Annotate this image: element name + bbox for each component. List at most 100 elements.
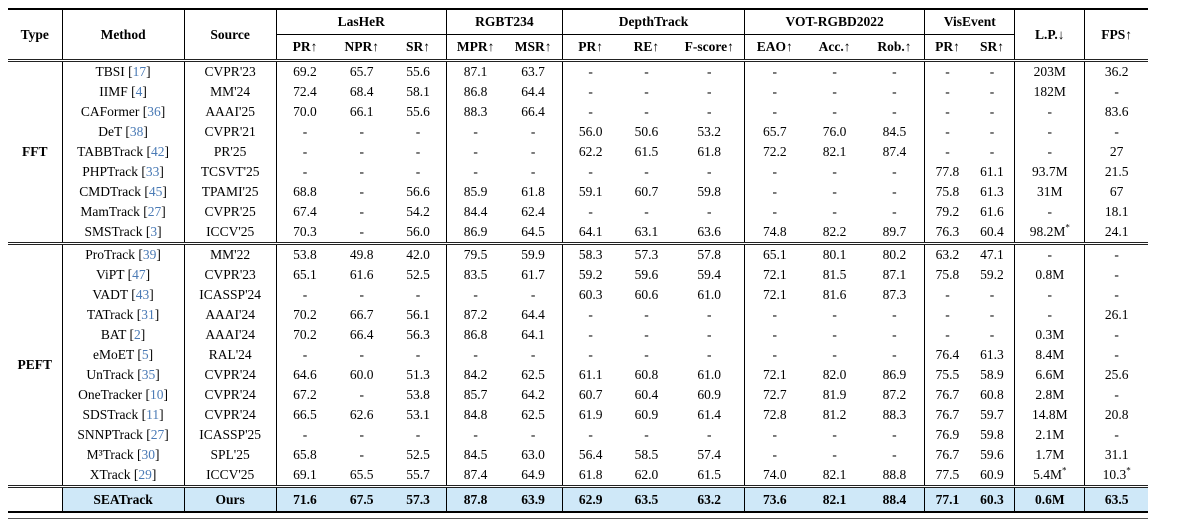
metric-cell: - — [644, 84, 649, 100]
metric-cell: - — [359, 164, 364, 180]
metric-cell: - — [445, 285, 505, 305]
metric-cell: 75.8 — [924, 265, 970, 285]
table-row: XTrack [29] ICCV'25 69.1 65.5 55.7 87.4 64.9 61… — [8, 465, 1148, 487]
metric-cell: 72.7 — [744, 385, 805, 405]
metric-cell: 76.3 — [924, 222, 970, 244]
lp-cell: 1.7M — [1014, 445, 1085, 465]
source-cell: CVPR'24 — [183, 385, 277, 405]
metric-cell: 64.1 — [561, 222, 619, 244]
method-cell: M³Track [30] — [61, 445, 185, 465]
source-cell: AAAI'24 — [183, 325, 277, 345]
citation-link[interactable]: 39 — [142, 247, 157, 263]
metric-cell: 76.4 — [924, 345, 970, 365]
metric-cell: 80.2 — [864, 242, 925, 265]
citation-link[interactable]: 17 — [132, 64, 147, 80]
citation-link[interactable]: 35 — [141, 367, 156, 383]
metric-cell: 56.4 — [561, 445, 619, 465]
metric-cell: 56.3 — [406, 327, 430, 343]
metric-cell: - — [644, 327, 649, 343]
table-row: M³Track [30] SPL'25 65.8 - 52.5 84.5 63.0 56.4 5… — [8, 445, 1148, 465]
metric-cell: 60.8 — [634, 367, 659, 383]
metric-cell: 77.1 — [924, 485, 970, 512]
citation-link[interactable]: 30 — [141, 447, 156, 463]
metric-cell: - — [561, 102, 619, 122]
metric-cell: - — [644, 347, 649, 363]
citation-link[interactable]: 4 — [135, 84, 143, 100]
metric-cell: - — [561, 162, 619, 182]
subcol-header: SR↑ — [969, 34, 1015, 62]
table-row: BAT [2] AAAI'24 70.2 66.4 56.3 86.8 64.1- - - - - -… — [8, 325, 1148, 345]
fps-cell: 83.6 — [1084, 102, 1148, 122]
metric-cell: 65.5 — [349, 467, 374, 483]
metric-cell: - — [989, 287, 995, 303]
metric-cell: - — [892, 307, 897, 323]
citation-link[interactable]: 5 — [141, 347, 149, 363]
group-header-4: VOT-RGBD2022 — [744, 9, 925, 35]
metric-cell: 58.5 — [634, 447, 659, 463]
fps-cell: - — [1084, 285, 1148, 305]
citation-link[interactable]: 33 — [145, 164, 160, 180]
citation-link[interactable]: 11 — [146, 407, 160, 423]
metric-cell: - — [706, 84, 712, 100]
metric-cell: 64.9 — [521, 467, 545, 483]
metric-cell: 64.2 — [521, 387, 545, 403]
metric-cell: 63.9 — [504, 485, 563, 512]
metric-cell: 59.2 — [561, 265, 619, 285]
metric-cell: 56.6 — [406, 184, 430, 200]
metric-cell: 56.0 — [561, 122, 619, 142]
subcol-header: PR↑ — [275, 34, 334, 62]
metric-cell: 82.1 — [804, 485, 865, 512]
subcol-header: F-score↑ — [674, 34, 745, 62]
source-cell: ICCV'25 — [183, 465, 277, 487]
metric-cell: - — [359, 204, 364, 220]
fps-cell: 36.2 — [1084, 60, 1148, 82]
fps-cell: - — [1084, 242, 1148, 265]
method-cell: SNNPTrack [27] — [61, 425, 185, 445]
metric-cell: 61.8 — [521, 184, 545, 200]
metric-cell: 65.7 — [349, 64, 374, 80]
citation-link[interactable]: 27 — [147, 204, 162, 220]
fps-cell: - — [1084, 325, 1148, 345]
citation-link[interactable]: 42 — [150, 144, 165, 160]
source-cell: TPAMI'25 — [183, 182, 277, 202]
metric-cell: - — [359, 224, 364, 240]
metric-cell: 80.1 — [804, 242, 865, 265]
citation-link[interactable]: 31 — [141, 307, 155, 323]
citation-link[interactable]: 36 — [147, 104, 161, 120]
metric-cell: - — [359, 287, 364, 303]
metric-cell: 61.1 — [980, 164, 1004, 180]
metric-cell: 88.3 — [882, 407, 907, 423]
fps-cell: - — [1084, 82, 1148, 102]
citation-link[interactable]: 43 — [135, 287, 150, 303]
citation-link[interactable]: 27 — [150, 427, 165, 443]
source-cell: AAAI'24 — [183, 305, 277, 325]
metric-cell: - — [359, 387, 364, 403]
metric-cell: 61.1 — [561, 365, 619, 385]
type-cell-empty — [8, 485, 63, 512]
metric-cell: 84.5 — [445, 445, 505, 465]
metric-cell: 77.8 — [924, 162, 970, 182]
citation-link[interactable]: 10 — [150, 387, 164, 403]
metric-cell: 64.6 — [275, 365, 334, 385]
table-row: TATrack [31] AAAI'24 70.2 66.7 56.1 87.2 64.4-… — [8, 305, 1148, 325]
citation-link[interactable]: 45 — [148, 184, 163, 200]
metric-cell: 66.4 — [349, 327, 374, 343]
metric-cell: 62.5 — [521, 367, 545, 383]
col-header-method: Method — [61, 9, 185, 62]
metric-cell: - — [706, 327, 712, 343]
source-cell: TCSVT'25 — [183, 162, 277, 182]
citation-link[interactable]: 38 — [129, 124, 144, 140]
metric-cell: - — [989, 64, 995, 80]
fps-cell: 26.1 — [1084, 305, 1148, 325]
metric-cell: 61.6 — [980, 204, 1004, 220]
citation-link[interactable]: 3 — [150, 224, 158, 240]
metric-cell: - — [644, 204, 649, 220]
citation-link[interactable]: 47 — [132, 267, 146, 283]
metric-cell: 70.2 — [275, 325, 334, 345]
citation-link[interactable]: 29 — [138, 467, 152, 483]
metric-cell: - — [744, 425, 805, 445]
metric-cell: 53.1 — [406, 407, 430, 423]
citation-link[interactable]: 2 — [134, 327, 141, 343]
metric-cell: 72.1 — [744, 265, 805, 285]
subcol-header: Rob.↑ — [864, 34, 925, 62]
